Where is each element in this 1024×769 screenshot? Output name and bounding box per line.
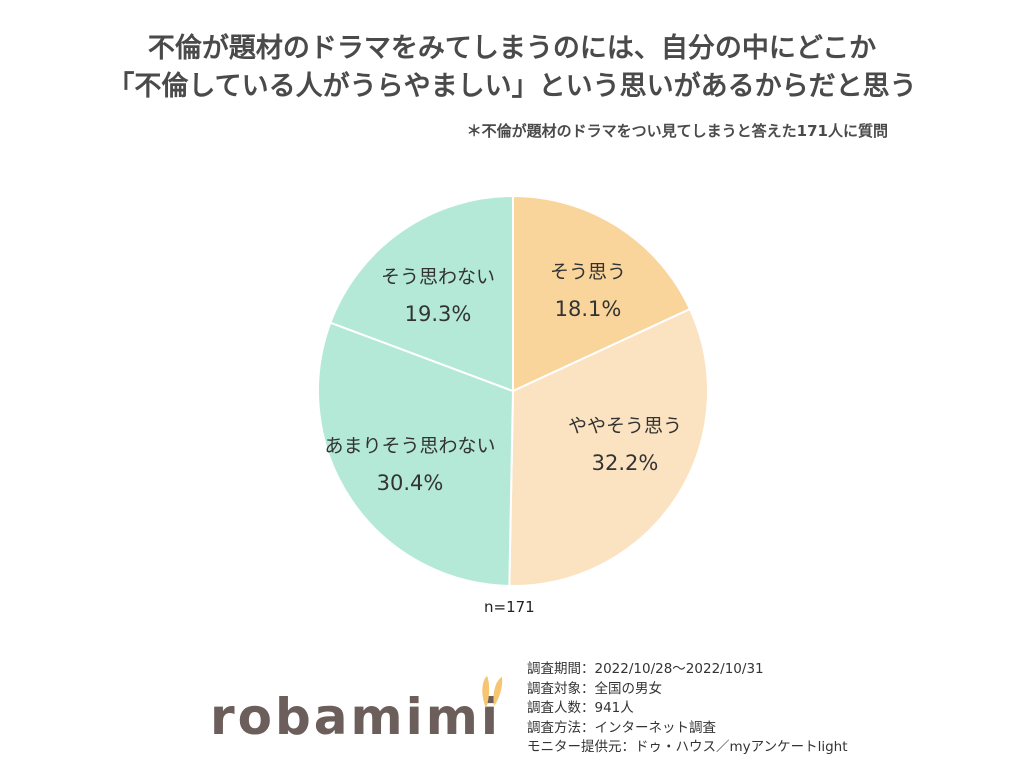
slice-label-2: ややそう思う	[568, 415, 682, 437]
sample-size-label: n=171	[484, 598, 535, 616]
title-line-2: 「不倫している人がうらやましい」という思いがあるからだと思う	[107, 71, 917, 102]
survey-info: 調査期間：2022/10/28～2022/10/31 調査対象：全国の男女 調査…	[527, 660, 848, 758]
slice-value-2: 32.2%	[592, 451, 659, 475]
pie-slice-2	[508, 307, 709, 587]
survey-target: 調査対象：全国の男女	[527, 680, 662, 697]
title-line-1: 不倫が題材のドラマをみてしまうのには、自分の中にどこか	[147, 33, 877, 64]
survey-count: 調査人数：941人	[527, 700, 634, 716]
logo-ear-icon	[482, 676, 503, 708]
chart-title: 不倫が題材のドラマをみてしまうのには、自分の中にどこか 「不倫している人がうらや…	[0, 30, 1024, 106]
slice-label-3: あまりそう思わない	[324, 435, 495, 457]
chart-subtitle: ＊不倫が題材のドラマをつい見てしまうと答えた171人に質問	[466, 122, 888, 140]
pie-slice-4	[329, 194, 514, 393]
pie-slice-1	[512, 194, 692, 393]
survey-provider: モニター提供元：ドゥ・ハウス／myアンケートlight	[527, 739, 848, 755]
slice-label-1: そう思う	[550, 261, 626, 283]
pie-slice-3	[317, 321, 515, 587]
survey-method: 調査方法：インターネット調査	[527, 719, 716, 736]
slice-value-1: 18.1%	[555, 297, 622, 321]
slice-label-4: そう思わない	[381, 266, 495, 288]
slice-value-4: 19.3%	[405, 302, 472, 326]
slice-value-3: 30.4%	[377, 471, 444, 495]
logo-text: robamimi	[210, 688, 502, 746]
survey-period: 調査期間：2022/10/28～2022/10/31	[527, 661, 764, 677]
robamimi-logo: robamimi	[210, 688, 501, 748]
